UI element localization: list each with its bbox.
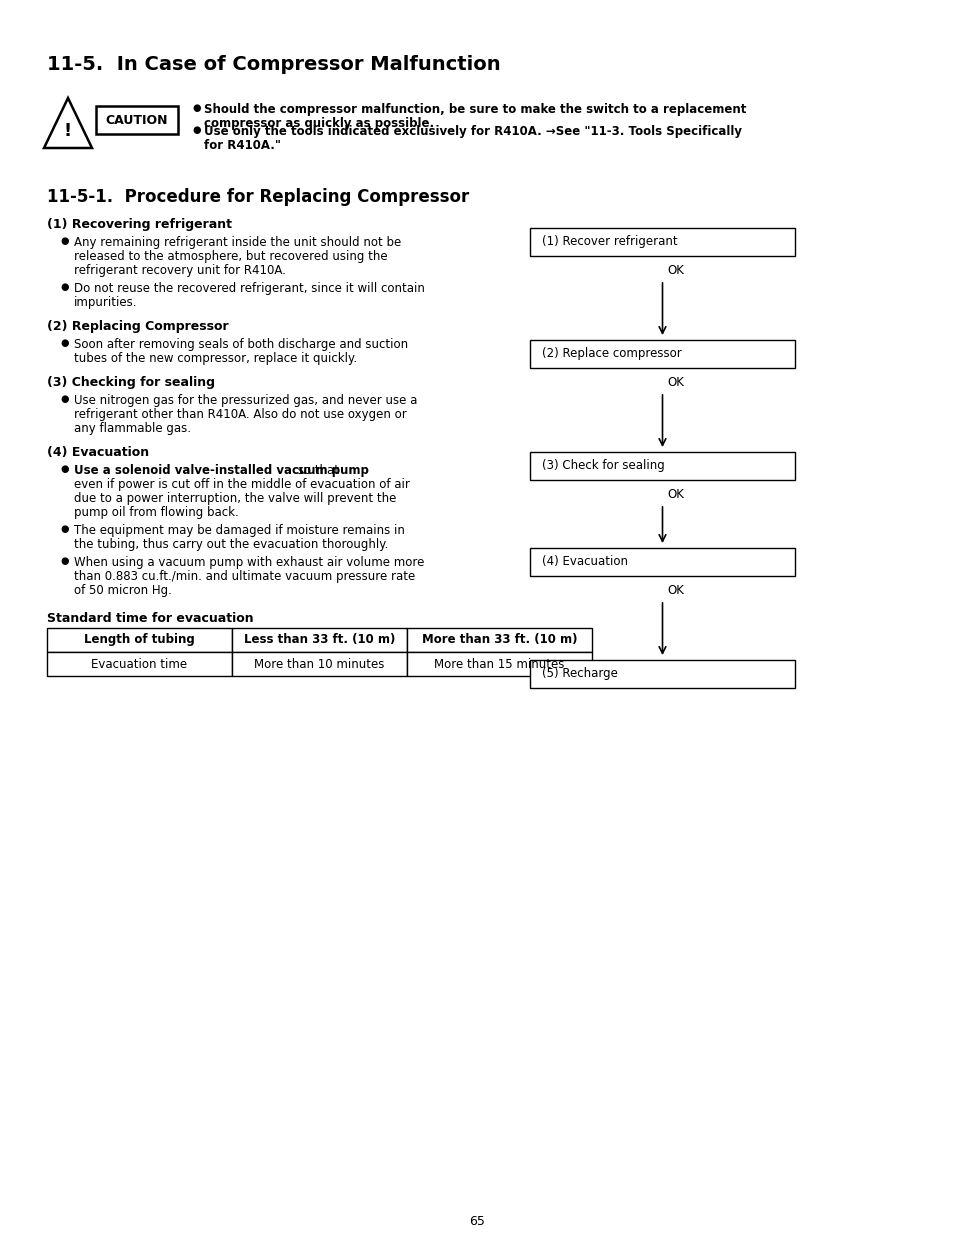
Bar	[530, 548, 794, 576]
Bar	[47, 652, 232, 676]
Text: CAUTION: CAUTION	[106, 114, 168, 126]
Text: any flammable gas.: any flammable gas.	[74, 422, 191, 435]
Text: ●: ●	[60, 282, 69, 291]
Text: released to the atmosphere, but recovered using the: released to the atmosphere, but recovere…	[74, 249, 387, 263]
Bar	[407, 629, 592, 652]
Bar	[232, 652, 407, 676]
Text: impurities.: impurities.	[74, 296, 137, 309]
Text: The equipment may be damaged if moisture remains in: The equipment may be damaged if moisture…	[74, 524, 404, 537]
Text: refrigerant recovery unit for R410A.: refrigerant recovery unit for R410A.	[74, 264, 286, 277]
Text: refrigerant other than R410A. Also do not use oxygen or: refrigerant other than R410A. Also do no…	[74, 408, 406, 421]
Text: (5) Recharge: (5) Recharge	[541, 667, 618, 680]
Text: even if power is cut off in the middle of evacuation of air: even if power is cut off in the middle o…	[74, 478, 410, 492]
Text: so that: so that	[294, 464, 338, 477]
Text: Use nitrogen gas for the pressurized gas, and never use a: Use nitrogen gas for the pressurized gas…	[74, 394, 417, 408]
Bar	[407, 652, 592, 676]
Text: Use only the tools indicated exclusively for R410A. →See "11-3. Tools Specifical: Use only the tools indicated exclusively…	[204, 125, 741, 138]
Text: ●: ●	[60, 236, 69, 246]
Bar	[96, 106, 178, 135]
Text: 65: 65	[469, 1215, 484, 1228]
Text: ●: ●	[60, 524, 69, 534]
Text: Any remaining refrigerant inside the unit should not be: Any remaining refrigerant inside the uni…	[74, 236, 401, 249]
Text: ●: ●	[60, 556, 69, 566]
Text: ●: ●	[60, 338, 69, 348]
Text: compressor as quickly as possible.: compressor as quickly as possible.	[204, 117, 434, 130]
Text: Do not reuse the recovered refrigerant, since it will contain: Do not reuse the recovered refrigerant, …	[74, 282, 424, 295]
Text: Standard time for evacuation: Standard time for evacuation	[47, 613, 253, 625]
Text: Evacuation time: Evacuation time	[91, 657, 188, 671]
Text: OK: OK	[667, 375, 683, 389]
Text: More than 10 minutes: More than 10 minutes	[254, 657, 384, 671]
Text: !: !	[64, 122, 72, 140]
Text: of 50 micron Hg.: of 50 micron Hg.	[74, 584, 172, 597]
Text: When using a vacuum pump with exhaust air volume more: When using a vacuum pump with exhaust ai…	[74, 556, 424, 569]
Bar	[47, 629, 232, 652]
Text: (2) Replace compressor: (2) Replace compressor	[541, 347, 681, 361]
Bar	[530, 659, 794, 688]
Bar	[530, 228, 794, 256]
Text: (1) Recovering refrigerant: (1) Recovering refrigerant	[47, 219, 232, 231]
Text: Use a solenoid valve-installed vacuum pump: Use a solenoid valve-installed vacuum pu…	[74, 464, 369, 477]
Text: pump oil from flowing back.: pump oil from flowing back.	[74, 506, 238, 519]
Text: tubes of the new compressor, replace it quickly.: tubes of the new compressor, replace it …	[74, 352, 356, 366]
Text: (3) Check for sealing: (3) Check for sealing	[541, 459, 664, 473]
Text: Less than 33 ft. (10 m): Less than 33 ft. (10 m)	[244, 634, 395, 646]
Text: (1) Recover refrigerant: (1) Recover refrigerant	[541, 236, 677, 248]
Text: OK: OK	[667, 264, 683, 277]
Text: ●: ●	[192, 103, 200, 112]
Text: (2) Replacing Compressor: (2) Replacing Compressor	[47, 320, 229, 333]
Text: Should the compressor malfunction, be sure to make the switch to a replacement: Should the compressor malfunction, be su…	[204, 103, 745, 116]
Text: than 0.883 cu.ft./min. and ultimate vacuum pressure rate: than 0.883 cu.ft./min. and ultimate vacu…	[74, 571, 415, 583]
Bar	[530, 340, 794, 368]
Text: More than 15 minutes: More than 15 minutes	[434, 657, 564, 671]
Text: Soon after removing seals of both discharge and suction: Soon after removing seals of both discha…	[74, 338, 408, 351]
Text: More than 33 ft. (10 m): More than 33 ft. (10 m)	[421, 634, 577, 646]
Text: Length of tubing: Length of tubing	[84, 634, 194, 646]
Text: (3) Checking for sealing: (3) Checking for sealing	[47, 375, 214, 389]
Text: 11-5.  In Case of Compressor Malfunction: 11-5. In Case of Compressor Malfunction	[47, 56, 500, 74]
Text: ●: ●	[60, 394, 69, 404]
Text: ●: ●	[192, 125, 200, 135]
Text: 11-5-1.  Procedure for Replacing Compressor: 11-5-1. Procedure for Replacing Compress…	[47, 188, 469, 206]
Text: (4) Evacuation: (4) Evacuation	[47, 446, 149, 459]
Bar	[232, 629, 407, 652]
Text: ●: ●	[60, 464, 69, 474]
Text: for R410A.": for R410A."	[204, 140, 281, 152]
Text: (4) Evacuation: (4) Evacuation	[541, 556, 627, 568]
Text: OK: OK	[667, 488, 683, 501]
Bar	[530, 452, 794, 480]
Text: due to a power interruption, the valve will prevent the: due to a power interruption, the valve w…	[74, 492, 395, 505]
Text: OK: OK	[667, 584, 683, 597]
Text: the tubing, thus carry out the evacuation thoroughly.: the tubing, thus carry out the evacuatio…	[74, 538, 388, 551]
